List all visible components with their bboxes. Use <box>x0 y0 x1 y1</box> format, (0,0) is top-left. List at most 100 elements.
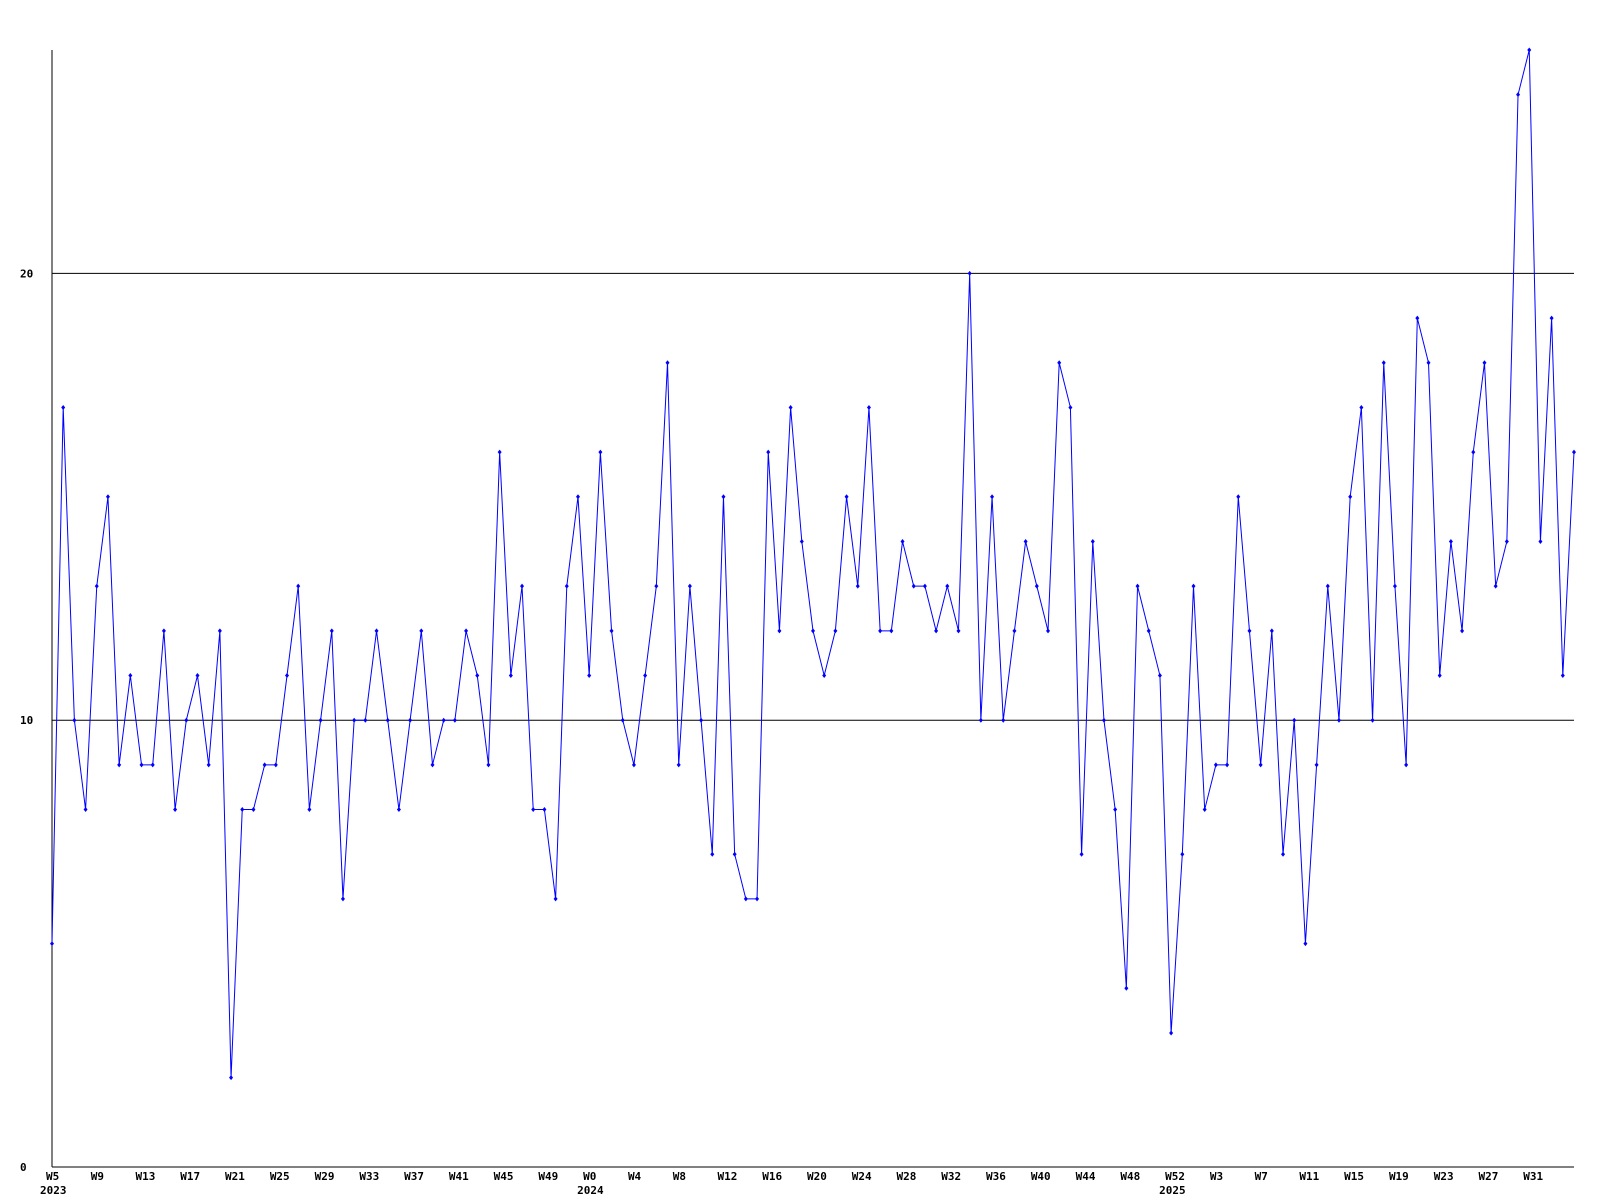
data-point <box>1269 628 1274 634</box>
x-tick-label: W32 <box>941 1170 961 1183</box>
x-tick-label: W5 <box>46 1170 59 1183</box>
data-point <box>844 494 849 500</box>
data-point <box>531 807 536 813</box>
data-point <box>1325 583 1330 589</box>
x-tick-label: W3 <box>1210 1170 1223 1183</box>
x-tick-label: W40 <box>1031 1170 1051 1183</box>
data-point <box>1359 404 1364 410</box>
data-point <box>676 762 681 768</box>
year-label: 2023 <box>40 1184 67 1197</box>
y-tick-label: 20 <box>20 267 33 280</box>
data-point <box>643 673 648 679</box>
data-point <box>520 583 525 589</box>
data-point <box>833 628 838 634</box>
data-point <box>1426 360 1431 366</box>
x-tick-label: W15 <box>1344 1170 1364 1183</box>
data-point <box>117 762 122 768</box>
data-point <box>755 896 760 902</box>
data-point <box>128 673 133 679</box>
data-point <box>1068 404 1073 410</box>
data-point <box>1034 583 1039 589</box>
data-point <box>542 807 547 813</box>
data-point <box>788 404 793 410</box>
data-point <box>822 673 827 679</box>
data-point <box>889 628 894 634</box>
data-point <box>374 628 379 634</box>
data-point <box>217 628 222 634</box>
data-point <box>396 807 401 813</box>
data-point <box>631 762 636 768</box>
data-point <box>1046 628 1051 634</box>
data-point <box>777 628 782 634</box>
data-point <box>497 449 502 455</box>
data-point <box>1538 538 1543 544</box>
data-point <box>486 762 491 768</box>
data-point <box>1169 1030 1174 1036</box>
data-point <box>508 673 513 679</box>
x-tick-label: W48 <box>1120 1170 1140 1183</box>
x-tick-label: W0 <box>583 1170 596 1183</box>
data-point <box>990 494 995 500</box>
x-tick-label: W9 <box>91 1170 104 1183</box>
data-point <box>799 538 804 544</box>
data-point <box>699 717 704 723</box>
data-point <box>273 762 278 768</box>
y-tick-label: 10 <box>20 714 33 727</box>
x-tick-label: W28 <box>897 1170 917 1183</box>
data-point <box>430 762 435 768</box>
data-point <box>1012 628 1017 634</box>
data-point <box>61 404 66 410</box>
data-point <box>587 673 592 679</box>
data-point <box>1314 762 1319 768</box>
data-point <box>732 851 737 857</box>
data-point <box>1135 583 1140 589</box>
data-point <box>83 807 88 813</box>
x-tick-label: W27 <box>1478 1170 1498 1183</box>
x-tick-label: W37 <box>404 1170 424 1183</box>
x-tick-label: W4 <box>628 1170 642 1183</box>
data-point <box>1381 360 1386 366</box>
data-point <box>721 494 726 500</box>
data-point <box>1504 538 1509 544</box>
x-tick-label: W41 <box>449 1170 469 1183</box>
data-point <box>1281 851 1286 857</box>
data-point <box>173 807 178 813</box>
data-point <box>1460 628 1465 634</box>
data-point <box>1516 92 1521 98</box>
data-point <box>464 628 469 634</box>
data-point <box>408 717 413 723</box>
data-point <box>1549 315 1554 321</box>
x-tick-label: W12 <box>717 1170 737 1183</box>
data-point <box>475 673 480 679</box>
data-point <box>811 628 815 634</box>
data-point <box>385 717 390 723</box>
data-point <box>105 494 110 500</box>
data-point <box>1527 47 1532 53</box>
data-point <box>1113 807 1118 813</box>
x-tick-label: W19 <box>1389 1170 1409 1183</box>
data-point <box>956 628 961 634</box>
x-tick-label: W45 <box>494 1170 514 1183</box>
data-point <box>710 851 715 857</box>
data-point <box>1437 673 1442 679</box>
data-point <box>1146 628 1151 634</box>
data-point <box>318 717 323 723</box>
data-point <box>452 717 457 723</box>
data-point <box>1348 494 1353 500</box>
x-tick-label: W52 <box>1165 1170 1185 1183</box>
data-point <box>262 762 267 768</box>
data-point <box>1572 449 1576 455</box>
data-point <box>72 717 77 723</box>
data-point <box>743 896 748 902</box>
data-point <box>1292 717 1297 723</box>
data-point <box>1101 717 1106 723</box>
data-point <box>665 360 670 366</box>
data-point <box>1258 762 1263 768</box>
data-point <box>363 717 368 723</box>
data-point <box>922 583 927 589</box>
data-point <box>687 583 692 589</box>
data-point <box>419 628 424 634</box>
data-point <box>575 494 580 500</box>
x-tick-label: W36 <box>986 1170 1006 1183</box>
data-point <box>866 404 871 410</box>
